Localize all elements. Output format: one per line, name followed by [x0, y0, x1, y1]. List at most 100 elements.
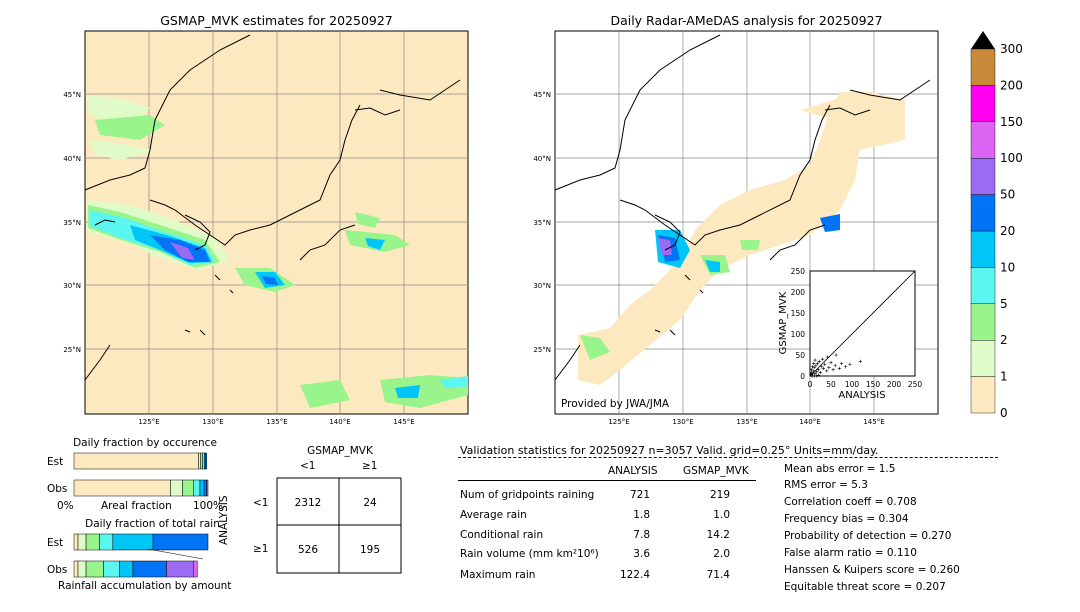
total-rain-title: Daily fraction of total rain [85, 518, 220, 530]
left-map-axis-labels: 125°E 130°E 135°E 140°E 145°E 45°N 40°N … [63, 91, 414, 426]
fraction-segment [73, 533, 79, 551]
validation-row-label: Num of gridpoints raining [460, 489, 595, 501]
validation-analysis-value: 3.6 [633, 548, 650, 560]
fraction-segment [205, 452, 207, 470]
score-line: False alarm ratio = 0.110 [784, 547, 917, 559]
scatter-point [844, 365, 848, 369]
scatter-xtick: 200 [887, 380, 902, 389]
scatter-point [815, 361, 820, 365]
colorbar-label: 1 [1000, 370, 1008, 384]
score-line: Probability of detection = 0.270 [784, 530, 952, 542]
occurrence-row-label: Est [47, 456, 64, 468]
contingency-cell: 24 [363, 497, 377, 509]
lon-label: 140°E [329, 418, 350, 426]
scatter-point [809, 368, 813, 372]
contingency-row-label: ≥1 [253, 543, 269, 555]
fraction-segment [85, 560, 104, 578]
scatter-xtick: 50 [826, 380, 836, 389]
fraction-segment [112, 533, 154, 551]
lon-label: 135°E [736, 418, 757, 426]
right-map-rain-fields [580, 214, 840, 360]
scatter-point [810, 372, 815, 376]
fraction-segment [193, 560, 198, 578]
validation-analysis-value: 122.4 [619, 569, 650, 581]
colorbar-label: 20 [1000, 224, 1015, 238]
validation-gsmap-value: 71.4 [706, 569, 730, 581]
scatter-point [818, 371, 823, 375]
occurrence-row-label: Obs [47, 483, 68, 495]
lat-label: 30°N [533, 282, 551, 290]
lon-label: 145°E [393, 418, 414, 426]
scatter-point [839, 361, 844, 365]
lat-label: 40°N [63, 155, 81, 163]
total-rain-chart [73, 533, 209, 578]
scatter-point [813, 358, 817, 362]
fraction-segment [152, 533, 209, 551]
validation-rule [458, 480, 756, 481]
lat-label: 45°N [533, 91, 551, 99]
right-map-axis-labels: 125°E 130°E 135°E 140°E 145°E 45°N 40°N … [533, 91, 884, 426]
lon-label: 125°E [608, 418, 629, 426]
validation-divider [458, 457, 998, 458]
validation-row-label: Average rain [460, 509, 527, 521]
colorbar-label: 5 [1000, 297, 1008, 311]
fraction-segment [170, 479, 183, 497]
scatter-point [814, 363, 818, 368]
validation-gsmap-value: 14.2 [706, 529, 730, 541]
scatter-point [826, 355, 830, 359]
scatter-point [821, 366, 826, 371]
total-rain-row-label: Obs [47, 564, 68, 576]
fraction-segment [199, 479, 205, 497]
scatter-point [831, 368, 835, 372]
scatter-ytick: 250 [791, 267, 806, 276]
colorbar-block [970, 267, 996, 304]
colorbar-block [970, 194, 996, 232]
scatter-ytick: 200 [791, 288, 806, 297]
scatter-point [837, 366, 841, 371]
fraction-segment [203, 479, 207, 497]
score-line: Frequency bias = 0.304 [784, 513, 909, 525]
fraction-segment [166, 560, 194, 578]
occurrence-axis-mid: Areal fraction [101, 500, 172, 512]
contingency-table: 2312 24 526 195 [276, 477, 402, 574]
colorbar-block [970, 303, 996, 341]
scatter-ytick: 0 [800, 372, 805, 381]
left-map: 125°E 130°E 135°E 140°E 145°E 45°N 40°N … [63, 30, 469, 426]
fraction-segment [99, 533, 114, 551]
scatter-point [825, 369, 829, 373]
scatter-point [810, 365, 815, 369]
lat-label: 25°N [63, 346, 81, 354]
colorbar-block [970, 376, 996, 414]
occurrence-axis-right: 100% [193, 500, 224, 512]
score-line: Mean abs error = 1.5 [784, 463, 896, 475]
lon-label: 130°E [202, 418, 223, 426]
fraction-segment [200, 452, 203, 470]
fraction-segment [77, 533, 87, 551]
colorbar-block [970, 340, 996, 377]
lat-label: 45°N [63, 91, 81, 99]
scatter-point [833, 363, 837, 368]
contingency-col-label: ≥1 [362, 460, 378, 472]
validation-col-header: ANALYSIS [608, 465, 658, 477]
fraction-segment [85, 533, 100, 551]
contingency-cell: 195 [360, 544, 380, 556]
right-map-coastline [554, 34, 931, 381]
scatter-point [827, 366, 831, 370]
occurrence-chart [73, 452, 209, 497]
scatter-xtick: 0 [808, 380, 813, 389]
lat-label: 35°N [533, 219, 551, 227]
colorbar-block [970, 48, 996, 86]
contingency-row-label: <1 [253, 497, 269, 509]
fraction-segment [182, 479, 194, 497]
scatter-ticks: 0 50 100 150 200 250 0 50 100 150 200 25… [791, 267, 923, 389]
validation-row-label: Maximum rain [460, 569, 536, 581]
contingency-cell: 2312 [295, 497, 322, 509]
scatter-points [809, 353, 862, 378]
colorbar-label: 200 [1000, 78, 1023, 92]
colorbar-block [970, 121, 996, 159]
left-map-coastline [84, 34, 461, 381]
right-map-radar-coverage [578, 92, 905, 385]
lat-label: 30°N [63, 282, 81, 290]
scatter-ytick: 50 [795, 351, 805, 360]
credit-text: Provided by JWA/JMA [561, 398, 670, 410]
